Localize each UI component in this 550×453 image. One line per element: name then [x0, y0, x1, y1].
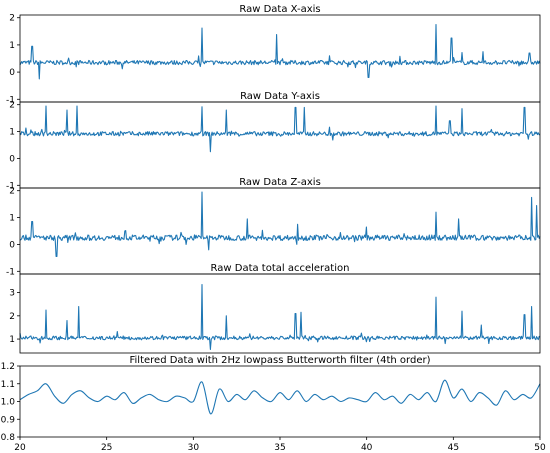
plot-frame	[19, 365, 541, 438]
y-tick-label: 1	[9, 41, 15, 51]
y-tick-label: 0.8	[1, 433, 16, 443]
y-tick-label: 0	[9, 68, 15, 78]
chart-panel-5: Filtered Data with 2Hz lowpass Butterwor…	[1, 355, 546, 453]
chart-panel-2: Raw Data Y-axis -1 0 1 2	[6, 91, 541, 191]
chart-title: Raw Data total acceleration	[211, 263, 350, 274]
series-line	[19, 191, 541, 258]
y-tick-label: 1.0	[1, 398, 16, 408]
x-tick-label: 40	[361, 443, 373, 453]
y-tick-label: 2	[9, 14, 15, 24]
series-line	[19, 283, 541, 351]
y-tick-label: 1	[9, 335, 15, 345]
y-tick-label: -1	[6, 181, 15, 191]
chart-title: Filtered Data with 2Hz lowpass Butterwor…	[130, 355, 431, 366]
series-line	[19, 379, 541, 415]
y-tick-label: 2	[9, 312, 15, 322]
y-tick-label: 1	[9, 214, 15, 224]
y-tick-label: 1	[9, 128, 15, 138]
series-line	[19, 23, 541, 80]
y-tick-label: -1	[6, 267, 15, 277]
plot-frame	[19, 273, 541, 354]
series-line	[19, 105, 541, 153]
y-tick-label: 1.1	[1, 380, 15, 390]
y-tick-label: 0.9	[1, 415, 16, 425]
y-tick-label: 0	[9, 240, 15, 250]
x-tick-label: 30	[188, 443, 200, 453]
chart-title: Raw Data Z-axis	[239, 177, 321, 188]
y-tick-label: 1.2	[1, 362, 15, 372]
x-tick-label: 50	[534, 443, 546, 453]
y-tick-label: 2	[9, 101, 15, 111]
y-tick-label: 2	[9, 187, 15, 197]
chart-title: Raw Data Y-axis	[240, 91, 320, 102]
chart-title: Raw Data X-axis	[239, 4, 320, 15]
y-tick-label: 3	[9, 289, 15, 299]
x-tick-label: 25	[101, 443, 112, 453]
y-tick-label: 0	[9, 154, 15, 164]
x-tick-label: 45	[448, 443, 459, 453]
x-tick-label: 35	[274, 443, 285, 453]
chart-panel-4: Raw Data total acceleration 1 2 3	[9, 263, 541, 354]
x-tick-label: 20	[14, 443, 26, 453]
plot-frame	[19, 187, 541, 275]
y-tick-label: -1	[6, 95, 15, 105]
